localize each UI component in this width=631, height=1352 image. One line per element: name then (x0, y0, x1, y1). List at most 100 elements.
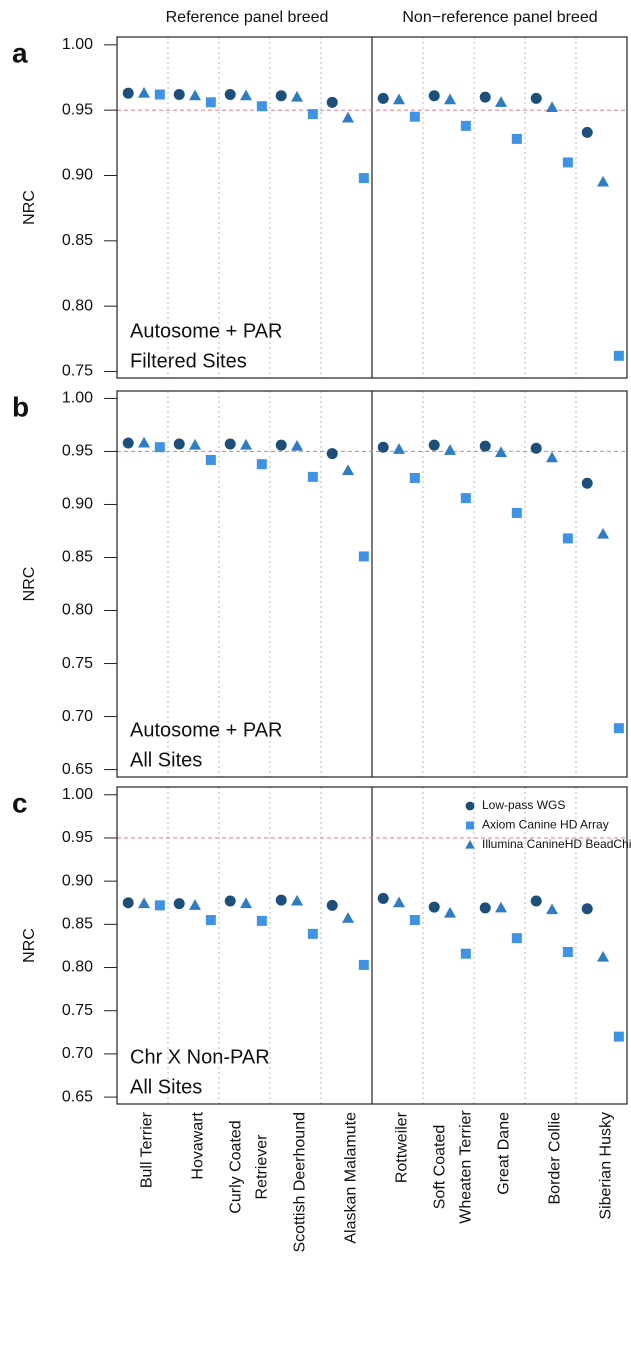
point (466, 821, 474, 830)
panel-annotation: All Sites (130, 749, 202, 771)
point (122, 897, 134, 909)
x-tick-label: Soft Coated (432, 1125, 449, 1210)
point (495, 901, 508, 913)
x-tick-label: Hovawart (190, 1111, 207, 1179)
point (393, 443, 406, 454)
point (581, 477, 593, 489)
point (189, 899, 202, 910)
legend-label: Axiom Canine HD Array (482, 818, 609, 832)
y-tick-label: 0.75 (62, 655, 93, 672)
point (342, 111, 355, 123)
point (256, 101, 267, 112)
point (562, 157, 573, 168)
point (358, 959, 369, 970)
point (205, 454, 216, 465)
panel-annotation: Chr X Non-PAR (130, 1046, 270, 1068)
point (393, 93, 406, 105)
point (562, 533, 573, 544)
x-tick-label: Curly Coated (228, 1120, 245, 1213)
point (530, 895, 542, 907)
x-tick-label: Wheaten Terrier (458, 1110, 475, 1224)
point (189, 438, 202, 450)
point (562, 946, 573, 957)
point (581, 903, 593, 915)
point (138, 86, 151, 98)
point (511, 133, 522, 144)
point (377, 441, 389, 453)
point (530, 442, 542, 454)
point (358, 551, 369, 562)
plot-frame (116, 786, 628, 1105)
point (307, 471, 318, 482)
y-tick-label: 0.95 (62, 101, 93, 118)
point (122, 87, 134, 99)
point (444, 906, 457, 918)
point (240, 897, 253, 909)
y-tick-label: 0.85 (62, 232, 93, 249)
panel-annotation: All Sites (130, 1076, 202, 1098)
panel-label: c (12, 787, 28, 818)
point (479, 91, 491, 103)
point (495, 446, 508, 458)
y-tick-label: 0.80 (62, 959, 93, 976)
point (275, 90, 287, 102)
x-tick-label: Great Dane (496, 1112, 513, 1195)
point (409, 472, 420, 483)
point (342, 912, 355, 923)
point (428, 901, 440, 913)
column-header: Non−reference panel breed (402, 9, 597, 26)
point (511, 507, 522, 518)
plot-frame (116, 390, 628, 778)
y-tick-label: 0.90 (62, 496, 93, 513)
point (307, 109, 318, 120)
y-tick-label: 0.70 (62, 708, 93, 725)
point (291, 439, 304, 451)
point (326, 899, 338, 911)
y-tick-label: 0.75 (62, 1002, 93, 1019)
x-tick-label: Alaskan Malamute (343, 1112, 360, 1244)
y-tick-label: 0.85 (62, 916, 93, 933)
panel-label: a (12, 37, 28, 68)
point (581, 126, 593, 138)
point (291, 894, 304, 906)
y-tick-label: 0.90 (62, 167, 93, 184)
point (377, 892, 389, 904)
point (409, 915, 420, 926)
x-tick-label: Retriever (254, 1134, 271, 1200)
point (138, 897, 151, 909)
point (240, 89, 253, 101)
panel-annotation: Autosome + PAR (130, 719, 282, 741)
y-tick-label: 0.95 (62, 829, 93, 846)
point (342, 464, 355, 476)
column-header: Reference panel breed (166, 9, 329, 26)
y-axis-label: NRC (21, 567, 38, 602)
legend-label: Low-pass WGS (482, 798, 565, 812)
point (393, 896, 406, 908)
y-tick-label: 0.90 (62, 872, 93, 889)
point (409, 111, 420, 122)
y-tick-label: 0.65 (62, 761, 93, 778)
panel-label: b (12, 391, 29, 422)
point (326, 96, 338, 108)
point (173, 88, 185, 100)
point (377, 92, 389, 104)
point (173, 438, 185, 450)
point (154, 442, 165, 453)
panel-annotation: Filtered Sites (130, 350, 247, 372)
panel-annotation: Autosome + PAR (130, 320, 282, 342)
point (275, 439, 287, 451)
point (256, 459, 267, 470)
point (256, 915, 267, 926)
x-tick-label: Scottish Deerhound (292, 1112, 309, 1253)
y-tick-label: 0.75 (62, 363, 93, 380)
y-tick-label: 0.80 (62, 602, 93, 619)
y-axis-label: NRC (21, 190, 38, 225)
y-tick-label: 1.00 (62, 786, 93, 803)
point (326, 448, 338, 460)
y-tick-label: 1.00 (62, 36, 93, 53)
point (460, 948, 471, 959)
point (465, 840, 475, 849)
x-tick-label: Border Collie (547, 1112, 564, 1205)
y-tick-label: 0.95 (62, 443, 93, 460)
